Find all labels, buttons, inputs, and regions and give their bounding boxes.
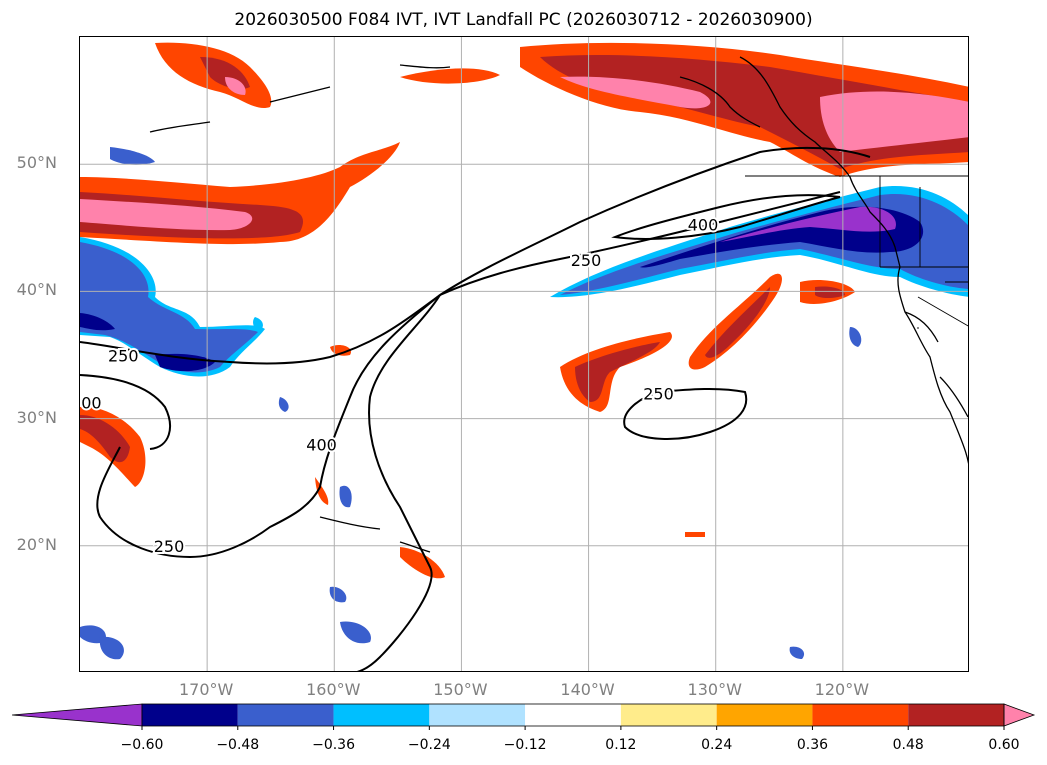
colorbar-tick-label: −0.60 bbox=[120, 737, 164, 753]
map-canvas: 250 250 250 250 400 400 00 bbox=[80, 37, 968, 671]
longitude-label: 170°W bbox=[178, 680, 234, 699]
contour-labels: 250 250 250 250 400 400 00 bbox=[80, 213, 720, 558]
longitude-label: 160°W bbox=[306, 680, 361, 699]
contour-label: 250 bbox=[643, 385, 674, 404]
colorbar-outline bbox=[141, 703, 1005, 727]
colorbar-segment bbox=[812, 704, 909, 726]
colorbar-tick-label: 0.48 bbox=[892, 737, 924, 753]
contour-label: 250 bbox=[108, 346, 139, 365]
colorbar-tick-label: −0.12 bbox=[503, 737, 547, 753]
coastlines bbox=[149, 56, 968, 553]
contour-label: 250 bbox=[571, 251, 602, 270]
colorbar-segment bbox=[908, 704, 1004, 726]
ivt-negative-fields bbox=[80, 147, 968, 660]
contour-label: 400 bbox=[688, 215, 719, 234]
colorbar-segment bbox=[525, 704, 621, 726]
latitude-label: 30°N bbox=[16, 407, 57, 427]
contour-label: 250 bbox=[154, 537, 185, 556]
colorbar-tick-label: 0.24 bbox=[701, 737, 733, 753]
latitude-label: 50°N bbox=[16, 153, 57, 173]
contour-label: 400 bbox=[306, 435, 337, 454]
colorbar-extend-max bbox=[1003, 703, 1036, 727]
longitude-label: 130°W bbox=[687, 680, 742, 699]
colorbar-tick-label: 0.12 bbox=[605, 737, 637, 753]
colorbar-tick-label: −0.36 bbox=[312, 737, 355, 753]
colorbar-extend-min bbox=[12, 703, 143, 727]
colorbar-segment bbox=[237, 704, 334, 726]
ivt-positive-fields bbox=[80, 42, 968, 579]
longitude-label: 140°W bbox=[560, 680, 615, 699]
map-panel: 250 250 250 250 400 400 00 bbox=[79, 36, 969, 672]
colorbar-tick-label: 0.36 bbox=[796, 737, 829, 753]
ivt-contours bbox=[80, 146, 871, 671]
colorbar-tick-label: 0.60 bbox=[988, 737, 1020, 753]
colorbar-segment bbox=[620, 704, 717, 726]
latitude-label: 20°N bbox=[16, 534, 57, 554]
colorbar-segment bbox=[333, 704, 430, 726]
latitude-label: 40°N bbox=[16, 280, 57, 300]
colorbar-tick-label: −0.24 bbox=[407, 737, 451, 753]
colorbar-segment bbox=[716, 704, 813, 726]
colorbar-tick-label: −0.48 bbox=[216, 737, 260, 753]
longitude-label: 150°W bbox=[433, 680, 488, 699]
map-title: 2026030500 F084 IVT, IVT Landfall PC (20… bbox=[234, 10, 813, 30]
borders bbox=[745, 175, 968, 329]
colorbar-segment bbox=[429, 704, 526, 726]
colorbar-segment bbox=[142, 704, 238, 726]
contour-label: 00 bbox=[81, 393, 101, 412]
colorbar bbox=[12, 703, 1036, 730]
longitude-label: 120°W bbox=[814, 680, 870, 699]
